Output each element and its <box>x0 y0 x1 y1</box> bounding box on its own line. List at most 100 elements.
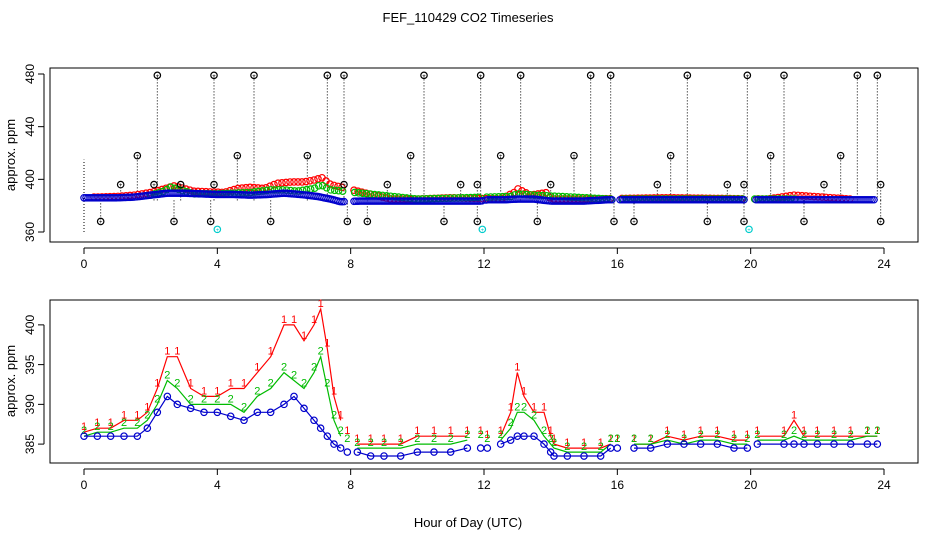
top-point <box>608 195 616 204</box>
series-marker: 2 <box>664 429 670 441</box>
series-point <box>430 448 438 456</box>
top-point <box>350 188 359 197</box>
series-point <box>613 444 622 452</box>
series-marker: 1 <box>508 401 514 413</box>
series-point <box>520 432 528 440</box>
calibration-plus: + <box>342 74 346 80</box>
calibration-plus: + <box>879 183 883 189</box>
calibration-plus: + <box>609 74 613 80</box>
series-line <box>357 435 468 445</box>
calibration-point <box>800 217 808 226</box>
series-marker: 1 <box>108 417 114 429</box>
series-point <box>743 444 752 452</box>
calibration-plus: + <box>479 74 483 80</box>
calibration-point <box>653 180 662 189</box>
top-point <box>362 189 371 198</box>
series-marker: 1 <box>744 429 750 441</box>
series-line <box>757 435 878 441</box>
calibration-plus: + <box>499 154 503 160</box>
series-marker: 2 <box>598 441 604 453</box>
calibration-plus: + <box>686 74 690 80</box>
series-point <box>80 432 88 440</box>
x-tick-label: 24 <box>877 257 891 271</box>
series-marker: 2 <box>241 401 247 413</box>
series-marker: 1 <box>338 409 344 421</box>
top-point <box>270 180 278 189</box>
calibration-point <box>766 151 775 160</box>
calibration-point <box>610 217 618 226</box>
series-marker: 1 <box>781 425 787 437</box>
top-point <box>294 178 302 186</box>
series-marker: 1 <box>368 433 374 445</box>
series-marker: 2 <box>744 433 750 445</box>
calibration-plus: + <box>481 228 485 234</box>
series-point <box>353 448 362 456</box>
bottom-plot-frame <box>49 299 919 464</box>
calibration-plus: + <box>119 183 123 189</box>
top-point <box>246 183 254 192</box>
series-point <box>253 408 262 417</box>
series-marker: 2 <box>174 377 180 389</box>
x-tick-label: 20 <box>744 257 758 271</box>
series-marker: 2 <box>311 362 317 374</box>
series-marker: 1 <box>154 377 160 389</box>
series-marker: 1 <box>398 433 404 445</box>
series-point <box>323 432 332 440</box>
calibration-point <box>153 71 162 80</box>
top-point <box>318 181 327 190</box>
series-marker: 2 <box>448 433 454 445</box>
calibration-plus: + <box>879 220 883 226</box>
series-marker: 2 <box>791 425 797 437</box>
series-point <box>730 444 738 452</box>
calibration-plus: + <box>802 220 806 226</box>
series-marker: 2 <box>648 433 654 445</box>
calibration-plus: + <box>152 183 156 189</box>
series-marker: 1 <box>414 425 420 437</box>
calibration-point <box>340 180 348 189</box>
series-line <box>357 439 468 449</box>
top-point <box>282 178 290 187</box>
calibration-plus: + <box>669 154 673 160</box>
series-marker: 2 <box>94 421 100 433</box>
calibration-point <box>745 225 753 234</box>
calibration-point <box>176 180 185 189</box>
top-point <box>242 183 250 192</box>
calibration-point <box>440 217 448 226</box>
bottom-y-axis-label: approx. ppm <box>3 345 18 417</box>
bottom-series-3 <box>80 392 882 460</box>
calibration-point <box>233 151 242 160</box>
series-point <box>173 400 182 409</box>
calibration-plus: + <box>422 74 426 80</box>
series-marker: 1 <box>291 314 297 326</box>
series-marker: 1 <box>174 346 180 358</box>
calibration-plus: + <box>156 74 160 80</box>
calibration-point <box>740 217 748 226</box>
x-tick-label: 8 <box>347 257 354 271</box>
top-point <box>802 192 810 200</box>
series-marker: 2 <box>484 433 490 445</box>
calibration-plus: + <box>589 74 593 80</box>
calibration-point <box>473 180 482 189</box>
x-tick-label: 8 <box>347 478 354 492</box>
series-marker: 1 <box>864 425 870 437</box>
calibration-point <box>363 217 372 226</box>
series-marker: 2 <box>164 370 170 382</box>
series-marker: 2 <box>281 362 287 374</box>
series-point <box>483 444 492 452</box>
series-marker: 2 <box>801 429 807 441</box>
series-marker: 2 <box>714 429 720 441</box>
series-marker: 2 <box>608 433 614 445</box>
calibration-plus: + <box>252 74 256 80</box>
calibration-plus: + <box>476 183 480 189</box>
series-point <box>550 452 558 460</box>
series-point <box>240 416 248 425</box>
calibration-point <box>323 71 332 80</box>
calibration-plus: + <box>216 228 220 234</box>
calibration-point <box>478 225 487 234</box>
calibration-plus: + <box>136 154 140 160</box>
series-point <box>863 440 872 448</box>
top-point <box>290 178 298 186</box>
calibration-plus: + <box>386 183 390 189</box>
top-series-6: + + + <box>213 225 753 234</box>
